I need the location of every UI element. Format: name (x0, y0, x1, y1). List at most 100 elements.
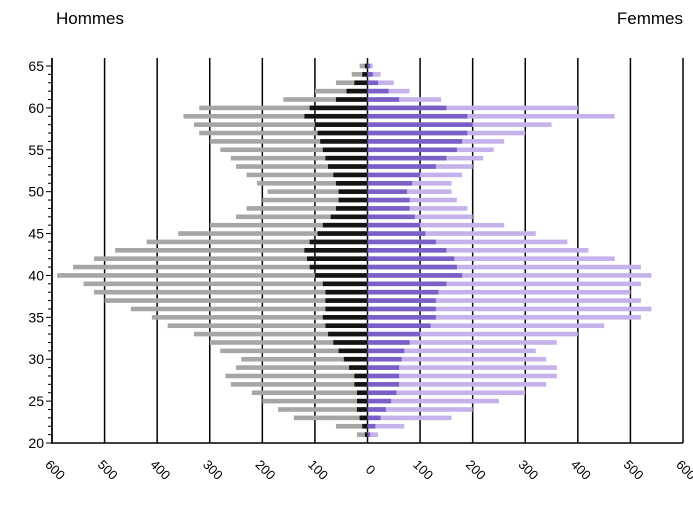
men-bar-inner (335, 97, 368, 102)
women-bar-outer (367, 348, 536, 354)
men-bar-inner (356, 407, 368, 412)
men-bar-inner (346, 88, 368, 94)
men-bar-outer (209, 222, 368, 228)
y-tick-label: 60 (28, 100, 44, 116)
y-tick-label: 50 (28, 184, 44, 200)
women-bar-inner (367, 130, 468, 136)
men-bar-inner (325, 323, 368, 329)
women-bar-outer (367, 264, 641, 270)
men-bar-outer (335, 80, 368, 86)
men-bar-outer (94, 289, 368, 295)
women-bar-inner (367, 356, 402, 362)
y-tick-label: 35 (28, 309, 44, 325)
women-bar-inner (367, 281, 447, 287)
women-bar-outer (367, 239, 568, 245)
women-bar-outer (367, 323, 605, 329)
women-bar-inner (367, 180, 413, 186)
men-bar-inner (333, 340, 368, 345)
men-bar-inner (325, 306, 368, 312)
men-bar-inner (320, 139, 368, 144)
men-bar-inner (330, 214, 368, 220)
men-bar-outer (57, 273, 368, 278)
women-bar-inner (367, 289, 439, 295)
men-bar-outer (356, 432, 368, 437)
women-bar-inner (367, 214, 415, 220)
women-bar-inner (367, 206, 410, 211)
women-bar-inner (367, 398, 392, 404)
women-bar-inner (367, 415, 381, 421)
men-bar-inner (307, 256, 368, 261)
women-bar-outer (367, 331, 578, 337)
y-tick-label: 45 (28, 226, 44, 242)
women-bar-inner (367, 63, 371, 69)
men-bar-outer (220, 147, 368, 153)
men-bar-inner (343, 356, 368, 362)
men-bar-outer (104, 298, 368, 303)
men-bar-outer (183, 113, 368, 119)
women-bar-inner (367, 256, 455, 261)
x-tick-label: 100 (305, 457, 331, 483)
men-bar-outer (73, 264, 368, 270)
women-bar-inner (367, 222, 421, 228)
x-tick-label: 400 (568, 457, 594, 483)
y-tick-label: 65 (28, 58, 44, 74)
men-bar-inner (322, 147, 368, 153)
men-bar-outer (146, 239, 368, 245)
women-bar-outer (367, 423, 405, 429)
men-bar-outer (199, 105, 368, 111)
x-tick-label: 600 (42, 457, 68, 483)
women-bar-outer (367, 189, 452, 194)
men-bar-outer (209, 340, 368, 345)
women-bar-inner (367, 172, 421, 178)
men-bar-inner (354, 382, 368, 387)
women-bar-inner (367, 147, 457, 153)
men-bar-inner (325, 289, 368, 295)
women-bar-outer (367, 315, 641, 320)
men-bar-inner (335, 206, 368, 211)
women-bar-outer (367, 231, 536, 236)
women-bar-outer (367, 281, 641, 287)
women-bar-outer (367, 373, 557, 379)
women-bar-outer (367, 398, 499, 404)
women-bar-outer (367, 432, 379, 437)
men-bar-outer (359, 63, 368, 69)
men-bar-outer (209, 139, 368, 144)
men-bar-inner (328, 331, 368, 337)
women-bar-inner (367, 382, 400, 387)
women-bar-inner (367, 348, 405, 354)
men-bar-outer (193, 122, 368, 127)
women-bar-outer (367, 222, 505, 228)
women-bar-outer (367, 390, 526, 396)
women-bar-outer (367, 256, 615, 261)
women-bar-outer (367, 206, 468, 211)
women-bar-inner (367, 373, 400, 379)
men-bar-outer (94, 256, 368, 261)
men-bar-outer (314, 88, 368, 94)
women-bar-outer (367, 72, 381, 77)
men-bar-outer (278, 407, 368, 412)
women-bar-inner (367, 264, 457, 270)
women-bar-outer (367, 214, 473, 220)
women-bar-outer (367, 97, 442, 102)
men-bar-inner (317, 130, 368, 136)
men-bar-inner (304, 248, 368, 253)
men-bar-outer (351, 72, 368, 77)
men-bar-outer (246, 206, 368, 211)
men-bar-outer (230, 155, 368, 161)
women-bar-inner (367, 306, 436, 312)
men-bar-inner (335, 180, 368, 186)
men-bar-inner (325, 298, 368, 303)
men-bar-outer (167, 323, 368, 329)
men-bar-outer (130, 306, 368, 312)
men-bar-outer (262, 398, 368, 404)
men-bar-outer (262, 197, 368, 203)
x-tick-label: 200 (253, 457, 279, 483)
x-tick-label: 600 (673, 457, 693, 483)
women-bar-inner (367, 72, 373, 77)
men-bar-outer (115, 248, 368, 253)
women-bar-inner (367, 105, 447, 111)
women-bar-inner (367, 80, 379, 86)
women-bar-outer (367, 113, 615, 119)
men-bar-outer (293, 415, 368, 421)
y-tick-label: 25 (28, 393, 44, 409)
